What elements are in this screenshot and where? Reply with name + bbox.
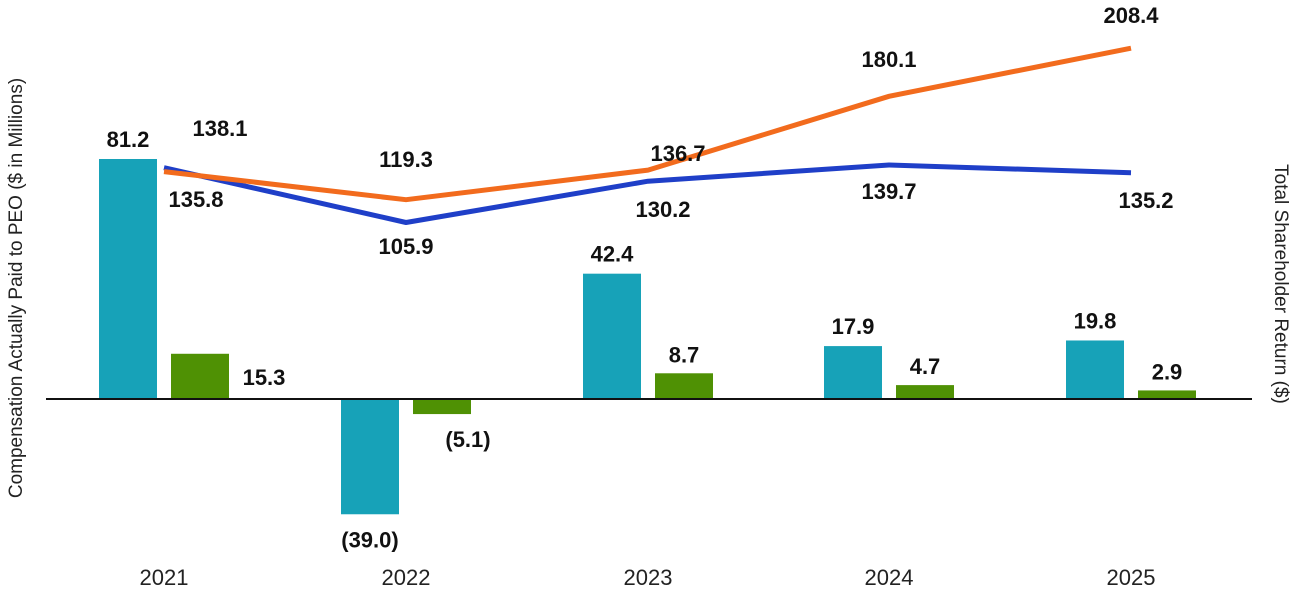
line-series-2-label-2023: 136.7 [650, 141, 705, 166]
bar-series-1-2023 [583, 273, 641, 399]
bar-series-2-label-2021: 15.3 [243, 365, 286, 390]
bar-series-1-label-2023: 42.4 [591, 242, 635, 267]
bar-series-1-2022 [341, 399, 399, 515]
line-series-1-label-2025: 135.2 [1118, 188, 1173, 213]
line-series-2 [163, 45, 1132, 203]
bar-series-2-2022 [413, 399, 471, 415]
bar-series-2-label-2022: (5.1) [445, 427, 490, 452]
bar-series-2-2023 [655, 373, 713, 399]
bar-series-1-label-2025: 19.8 [1074, 308, 1117, 333]
bar-series-2-label-2023: 8.7 [669, 342, 700, 367]
line-series-1-label-2023: 130.2 [635, 197, 690, 222]
lines-layer [163, 45, 1132, 225]
bar-series-1-label-2022: (39.0) [341, 527, 398, 552]
bar-series-2-label-2025: 2.9 [1152, 359, 1183, 384]
x-tick-labels: 2021 2022 2023 2024 2025 [140, 565, 1156, 590]
line-series-1-label-2024: 139.7 [861, 179, 916, 204]
secondary-y-axis-title: Total Shareholder Return ($) [1270, 164, 1291, 404]
bar-series-2-2025 [1138, 390, 1196, 399]
bar-series-2-label-2024: 4.7 [910, 354, 941, 379]
line-series-2-label-2022: 119.3 [379, 147, 433, 172]
x-tick-2021: 2021 [140, 565, 189, 590]
bar-series-1-label-2024: 17.9 [832, 314, 875, 339]
x-tick-2023: 2023 [624, 565, 673, 590]
bar-series-1-2024 [824, 346, 882, 399]
labels-layer: 81.2 (39.0) 42.4 17.9 19.8 15.3 (5.1) 8.7 4.7 2.9… [107, 3, 1183, 552]
line-series-1 [163, 162, 1132, 225]
bar-series-1-2025 [1066, 340, 1124, 399]
x-tick-2022: 2022 [382, 565, 431, 590]
bar-series-1-label-2021: 81.2 [107, 127, 150, 152]
bar-series-2-2021 [171, 353, 229, 399]
line-series-1-label-2022: 105.9 [378, 234, 433, 259]
bars-layer [99, 159, 1196, 515]
x-tick-2024: 2024 [865, 565, 914, 590]
line-series-2-label-2025: 208.4 [1103, 3, 1159, 28]
line-series-2-label-2021: 135.8 [168, 187, 223, 212]
x-tick-2025: 2025 [1107, 565, 1156, 590]
y-axis-title: Compensation Actually Paid to PEO ($ in … [6, 78, 27, 498]
line-series-2-label-2024: 180.1 [861, 47, 916, 72]
bar-series-1-2021 [99, 159, 157, 399]
bar-series-2-2024 [896, 385, 954, 399]
line-series-1-label-2021: 138.1 [192, 116, 247, 141]
